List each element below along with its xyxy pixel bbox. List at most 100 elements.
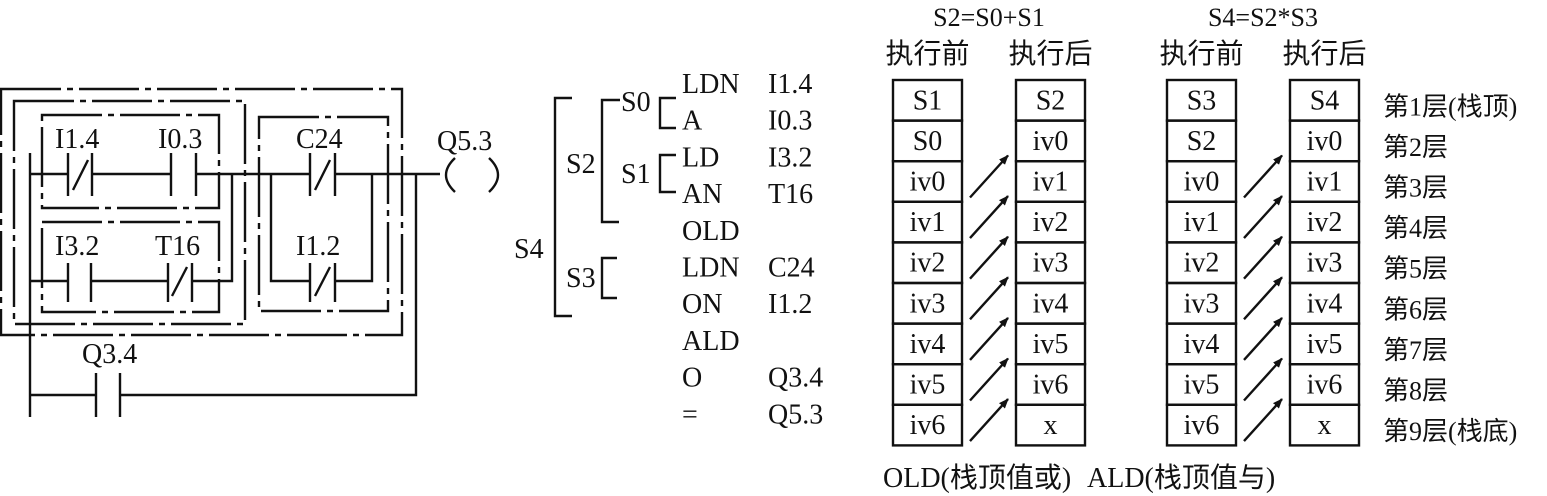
shift-arrow-icon <box>969 195 1009 239</box>
ladder-diagram: I1.4 I0.3 C24 I3.2 T16 I1.2 Q3.4 Q5.3 <box>0 87 500 417</box>
bracket-s2 <box>600 98 620 224</box>
label-q34: Q3.4 <box>82 339 137 370</box>
stack-caption: ALD(栈顶值与) <box>1087 462 1275 494</box>
shift-arrow-icon <box>1243 357 1283 402</box>
instruction-row: = Q5.3 <box>682 399 823 430</box>
label-s4: S4 <box>514 234 544 265</box>
instruction-operand: I0.3 <box>768 106 812 137</box>
layer-label: 第4层 <box>1383 214 1448 243</box>
block-s3-outline <box>257 115 390 313</box>
stack-cell-value: iv0 <box>1033 126 1069 157</box>
label-s2: S2 <box>566 149 596 180</box>
layer-label: 第7层 <box>1383 336 1448 365</box>
contact-i12-nc <box>308 263 337 302</box>
label-q53: Q5.3 <box>437 126 492 157</box>
contact-c24-nc <box>308 153 337 196</box>
layer-label: 第3层 <box>1383 174 1448 203</box>
before-label: 执行前 <box>885 38 969 70</box>
instruction-row: ON I1.2 <box>682 289 812 320</box>
branch-i12-wire <box>269 174 374 283</box>
stack-cell-value: iv0 <box>1307 126 1343 157</box>
shift-arrow-icon <box>1243 398 1283 442</box>
stack-cell <box>1014 403 1087 447</box>
stack-cell-value: iv1 <box>1184 207 1220 238</box>
layer-label: 第1层(栈顶) <box>1383 92 1517 121</box>
shift-arrow-icon <box>969 398 1009 442</box>
stack-formula: S2=S0+S1 <box>933 3 1045 32</box>
instruction-opcode: OLD <box>682 216 740 247</box>
instruction-opcode: LD <box>682 142 719 173</box>
bracket-s4 <box>553 96 572 318</box>
instruction-row: O Q3.4 <box>682 363 823 394</box>
stack-before: S1 S0 iv0 iv1 iv2 iv3 iv4 iv5 iv6 <box>891 78 964 447</box>
block-s4-outline <box>0 87 404 337</box>
stack-cell-value: iv2 <box>1184 248 1220 279</box>
after-label: 执行后 <box>1282 38 1366 70</box>
shift-arrow-icon <box>1243 195 1283 239</box>
block-s0-outline <box>40 113 221 210</box>
instruction-operand: I3.2 <box>768 142 812 173</box>
coil-q53 <box>444 157 500 193</box>
stack-cell-value: iv0 <box>1184 167 1220 198</box>
stack-cell-value: iv1 <box>910 207 946 238</box>
label-i32: I3.2 <box>55 231 99 262</box>
label-s1: S1 <box>621 159 651 190</box>
stack-cell-value: iv4 <box>910 329 946 360</box>
stack-cell-value: iv5 <box>1307 329 1343 360</box>
instruction-opcode: LDN <box>682 69 740 100</box>
stack-caption: OLD(栈顶值或) <box>883 462 1071 494</box>
stack-cell-value: iv5 <box>1033 329 1069 360</box>
layer-label: 第6层 <box>1383 295 1448 324</box>
instruction-opcode: AN <box>682 179 722 210</box>
contact-q34-no <box>94 373 122 417</box>
instruction-row: OLD <box>682 216 740 247</box>
label-c24: C24 <box>296 124 343 155</box>
stack-cell-value: iv4 <box>1033 288 1069 319</box>
stack-cell-value: x <box>1318 410 1332 441</box>
instruction-opcode: A <box>682 106 703 137</box>
bracket-s0 <box>658 96 676 130</box>
instruction-row: LD I3.2 <box>682 142 812 173</box>
block-s1-outline <box>40 220 221 314</box>
stack-cell-value: iv6 <box>1184 410 1220 441</box>
shift-arrow-icon <box>1243 235 1283 280</box>
shift-arrow-icon <box>969 317 1009 361</box>
shift-arrow-icon <box>1243 276 1283 321</box>
instruction-opcode: ON <box>682 289 722 320</box>
instruction-operand: Q5.3 <box>768 399 823 430</box>
stack-cell-value: S1 <box>913 85 943 116</box>
shift-arrow-icon <box>1243 154 1283 199</box>
stack-cell-value: iv2 <box>910 248 946 279</box>
instruction-row: LDN I1.4 <box>682 69 812 100</box>
stack-cell-value: iv3 <box>1033 248 1069 279</box>
stack-formula: S4=S2*S3 <box>1208 3 1318 32</box>
stack-cell-value: iv3 <box>910 288 946 319</box>
shift-arrow-icon <box>969 235 1009 280</box>
shift-arrow-icon <box>969 276 1009 321</box>
shift-arrow-icon <box>969 154 1009 199</box>
instruction-opcode: LDN <box>682 253 740 284</box>
bracket-s1 <box>658 153 676 194</box>
stack-cell-value: iv4 <box>1184 329 1220 360</box>
stack-cell-value: iv1 <box>1033 167 1069 198</box>
stack-cell-value: iv4 <box>1307 288 1343 319</box>
instruction-operand: C24 <box>768 253 815 284</box>
stack-cell-value: iv3 <box>1307 248 1343 279</box>
instruction-list: S4 S2 S3 S0 S1 LDN I1.4A I0.3LD I3.2AN T16OL… <box>514 69 823 430</box>
stack-cell-value: iv2 <box>1033 207 1069 238</box>
stack-cell-value: S2 <box>1187 126 1217 157</box>
instruction-opcode: O <box>682 363 702 394</box>
stack-cell-value: x <box>1044 410 1058 441</box>
stack-cell-value: S4 <box>1310 85 1340 116</box>
label-s0: S0 <box>621 87 651 118</box>
instruction-operand: T16 <box>768 179 813 210</box>
instruction-operand: I1.2 <box>768 289 812 320</box>
stack-before: S3 S2 iv0 iv1 iv2 iv3 iv4 iv5 iv6 <box>1165 78 1238 447</box>
instruction-row: ALD <box>682 326 740 357</box>
instruction-opcode: = <box>682 399 698 430</box>
label-i14: I1.4 <box>55 124 99 155</box>
before-label: 执行前 <box>1159 38 1243 70</box>
